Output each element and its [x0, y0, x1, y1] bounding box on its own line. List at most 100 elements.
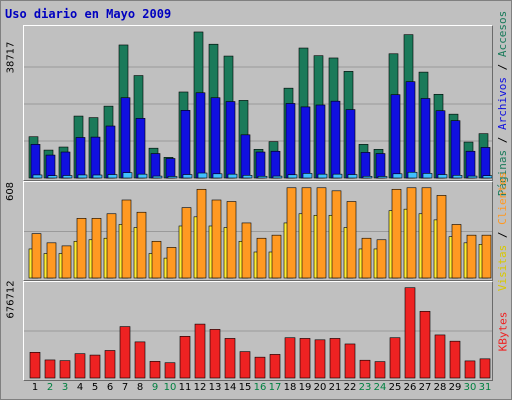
- bar-kbytes-3: [59, 360, 71, 379]
- bar-kbytes-19: [299, 338, 311, 379]
- bar-kbytes-24: [374, 361, 386, 379]
- bar-kbytes-27: [419, 311, 431, 379]
- bar-kbytes-16: [254, 356, 266, 379]
- leg-mid-entry-1: /: [496, 224, 510, 245]
- bar-archivos-8: [135, 118, 146, 179]
- day-label-13: 13: [208, 382, 222, 393]
- bar-archivos-7: [120, 97, 131, 179]
- bar-archivos-22: [345, 109, 356, 179]
- bar-kbytes-7: [119, 326, 131, 379]
- day-label-8: 8: [136, 382, 144, 393]
- bar-archivos-16: [255, 151, 266, 179]
- day-label-3: 3: [61, 382, 69, 393]
- bar-paginas-21: [332, 173, 343, 179]
- day-label-7: 7: [121, 382, 129, 393]
- chart-title: Uso diario en Mayo 2009: [5, 7, 172, 21]
- bar-kbytes-13: [209, 329, 221, 379]
- bar-clientes-8: [136, 211, 147, 279]
- bar-archivos-1: [30, 144, 41, 179]
- bar-clientes-27: [421, 187, 432, 279]
- bar-kbytes-15: [239, 351, 251, 379]
- bar-paginas-8: [137, 173, 148, 179]
- day-label-18: 18: [283, 382, 297, 393]
- bar-archivos-26: [405, 81, 416, 179]
- bar-archivos-21: [330, 100, 341, 179]
- bar-clientes-28: [436, 195, 447, 279]
- bar-clientes-30: [466, 234, 477, 279]
- bar-clientes-10: [166, 247, 177, 279]
- day-label-30: 30: [463, 382, 477, 393]
- day-label-23: 23: [358, 382, 372, 393]
- bar-kbytes-23: [359, 359, 371, 379]
- bar-archivos-29: [450, 120, 461, 179]
- bar-kbytes-29: [449, 340, 461, 379]
- bar-archivos-18: [285, 103, 296, 179]
- bar-paginas-6: [107, 174, 118, 179]
- bottom-legend: KBytes: [495, 281, 511, 381]
- bar-archivos-10: [165, 158, 176, 179]
- hits-files-pages-panel: [23, 25, 493, 181]
- top-ymax-label: 38717: [5, 41, 17, 73]
- leg-top-entry-3: /: [496, 56, 510, 77]
- bar-paginas-12: [197, 172, 208, 179]
- bar-clientes-18: [286, 187, 297, 279]
- bar-paginas-16: [257, 175, 268, 179]
- bar-kbytes-28: [434, 334, 446, 379]
- bar-clientes-12: [196, 188, 207, 279]
- day-label-14: 14: [223, 382, 237, 393]
- bar-clientes-26: [406, 187, 417, 279]
- bar-archivos-5: [90, 136, 101, 179]
- bar-clientes-31: [481, 234, 492, 279]
- day-label-15: 15: [238, 382, 252, 393]
- bar-archivos-4: [75, 137, 86, 179]
- bar-paginas-2: [47, 175, 58, 179]
- middle-legend: Visitas / Clientes: [495, 171, 511, 290]
- bar-kbytes-21: [329, 338, 341, 379]
- leg-top-entry-2: Archivos: [496, 76, 510, 130]
- bar-paginas-20: [317, 173, 328, 179]
- bar-clientes-24: [376, 239, 387, 279]
- day-label-9: 9: [151, 382, 159, 393]
- day-label-21: 21: [328, 382, 342, 393]
- bar-paginas-7: [122, 172, 133, 179]
- bar-clientes-3: [61, 245, 72, 279]
- panel-top-svg: [24, 31, 492, 179]
- day-label-22: 22: [343, 382, 357, 393]
- bar-paginas-29: [452, 175, 463, 179]
- panel-mid-svg: [24, 187, 492, 279]
- bar-paginas-10: [167, 176, 178, 179]
- bar-clientes-6: [106, 213, 117, 279]
- bar-clientes-19: [301, 187, 312, 279]
- bar-paginas-14: [227, 173, 238, 179]
- bar-archivos-24: [375, 153, 386, 179]
- bar-paginas-17: [272, 175, 283, 179]
- bar-kbytes-2: [44, 359, 56, 379]
- bar-kbytes-30: [464, 360, 476, 379]
- bar-clientes-22: [346, 201, 357, 279]
- bar-clientes-16: [256, 237, 267, 279]
- bar-kbytes-10: [164, 362, 176, 379]
- panel-bot-svg: [24, 287, 492, 379]
- bar-clientes-29: [451, 224, 462, 279]
- bar-paginas-1: [32, 174, 43, 179]
- bar-kbytes-17: [269, 354, 281, 379]
- bar-archivos-19: [300, 106, 311, 179]
- day-label-6: 6: [106, 382, 114, 393]
- top-legend: Páginas / Archivos / Accesos: [495, 10, 511, 195]
- leg-mid-entry-2: Clientes: [496, 171, 510, 225]
- bar-paginas-27: [422, 173, 433, 179]
- bar-kbytes-22: [344, 343, 356, 379]
- bar-paginas-5: [92, 174, 103, 179]
- bar-kbytes-25: [389, 337, 401, 379]
- day-label-11: 11: [178, 382, 192, 393]
- day-label-25: 25: [388, 382, 402, 393]
- day-label-31: 31: [478, 382, 492, 393]
- day-axis: 1 2 3 4 5 6 7 8 9 10 11 12 13 14 15 16 17 18 19 20 21 22 23 24 2…: [23, 382, 493, 396]
- bar-archivos-13: [210, 97, 221, 179]
- kbytes-panel: [23, 281, 493, 381]
- bar-kbytes-12: [194, 323, 206, 379]
- bar-kbytes-31: [479, 358, 491, 379]
- bar-clientes-17: [271, 234, 282, 279]
- bar-paginas-25: [392, 173, 403, 179]
